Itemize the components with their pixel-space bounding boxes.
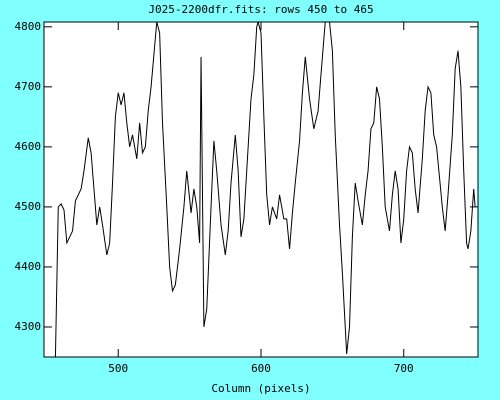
x-tick-label: 500 xyxy=(108,362,128,375)
x-tick-label: 600 xyxy=(251,362,271,375)
y-tick-label: 4800 xyxy=(15,20,42,33)
chart-title: J025-2200dfr.fits: rows 450 to 465 xyxy=(148,3,373,16)
plot-area xyxy=(43,21,479,358)
y-tick-label: 4700 xyxy=(15,80,42,93)
y-tick-label: 4600 xyxy=(15,140,42,153)
y-tick-label: 4300 xyxy=(15,320,42,333)
x-tick-label: 700 xyxy=(394,362,414,375)
y-tick-label: 4400 xyxy=(15,260,42,273)
data-line xyxy=(54,22,476,357)
x-axis-label: Column (pixels) xyxy=(211,382,310,395)
y-tick-label: 4500 xyxy=(15,200,42,213)
